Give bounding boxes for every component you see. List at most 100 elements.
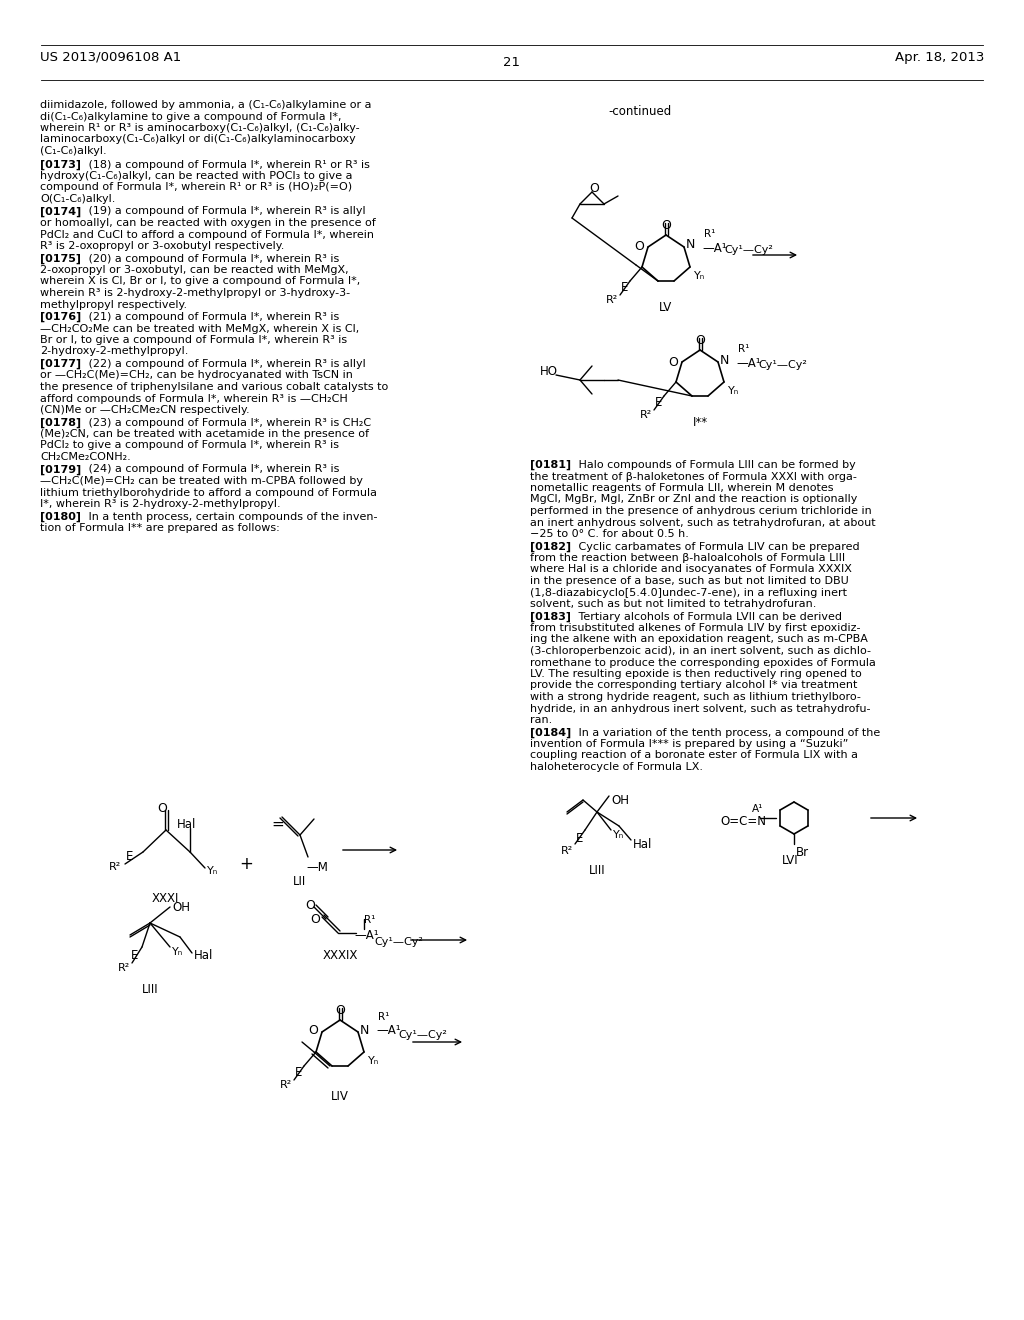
Text: HO: HO — [540, 366, 558, 378]
Text: —A¹: —A¹ — [702, 242, 727, 255]
Text: di(C₁-C₆)alkylamine to give a compound of Formula I*,: di(C₁-C₆)alkylamine to give a compound o… — [40, 111, 341, 121]
Text: where Hal is a chloride and isocyanates of Formula XXXIX: where Hal is a chloride and isocyanates … — [530, 565, 852, 574]
Text: Yₙ: Yₙ — [728, 385, 739, 396]
Text: (19) a compound of Formula I*, wherein R³ is allyl: (19) a compound of Formula I*, wherein R… — [78, 206, 366, 216]
Text: coupling reaction of a boronate ester of Formula LIX with a: coupling reaction of a boronate ester of… — [530, 751, 858, 760]
Text: solvent, such as but not limited to tetrahydrofuran.: solvent, such as but not limited to tetr… — [530, 599, 816, 609]
Text: LII: LII — [293, 875, 306, 888]
Text: diimidazole, followed by ammonia, a (C₁-C₆)alkylamine or a: diimidazole, followed by ammonia, a (C₁-… — [40, 100, 372, 110]
Text: 21: 21 — [504, 55, 520, 69]
Text: (Me)₂CN, can be treated with acetamide in the presence of: (Me)₂CN, can be treated with acetamide i… — [40, 429, 369, 440]
Text: afford compounds of Formula I*, wherein R³ is —CH₂CH: afford compounds of Formula I*, wherein … — [40, 393, 348, 404]
Text: XXXIX: XXXIX — [323, 949, 357, 962]
Text: Tertiary alcohols of Formula LVII can be derived: Tertiary alcohols of Formula LVII can be… — [568, 611, 842, 622]
Text: from the reaction between β-haloalcohols of Formula LIII: from the reaction between β-haloalcohols… — [530, 553, 845, 564]
Text: E: E — [621, 281, 628, 294]
Text: PdCl₂ to give a compound of Formula I*, wherein R³ is: PdCl₂ to give a compound of Formula I*, … — [40, 441, 339, 450]
Text: R²: R² — [109, 862, 121, 873]
Text: Cyclic carbamates of Formula LIV can be prepared: Cyclic carbamates of Formula LIV can be … — [568, 541, 859, 552]
Text: Hal: Hal — [194, 949, 213, 962]
Text: [0175]: [0175] — [40, 253, 81, 264]
Text: hydroxy(C₁-C₆)alkyl, can be reacted with POCl₃ to give a: hydroxy(C₁-C₆)alkyl, can be reacted with… — [40, 172, 352, 181]
Text: invention of Formula I*** is prepared by using a “Suzuki”: invention of Formula I*** is prepared by… — [530, 739, 848, 748]
Text: R²: R² — [118, 964, 130, 973]
Text: +: + — [239, 855, 253, 873]
Text: Hal: Hal — [633, 838, 652, 851]
Text: (CN)Me or —CH₂CMe₂CN respectively.: (CN)Me or —CH₂CMe₂CN respectively. — [40, 405, 250, 414]
Text: Yₙ: Yₙ — [613, 830, 625, 840]
Text: LVI: LVI — [781, 854, 799, 867]
Text: PdCl₂ and CuCl to afford a compound of Formula I*, wherein: PdCl₂ and CuCl to afford a compound of F… — [40, 230, 374, 239]
Text: I**: I** — [692, 416, 708, 429]
Text: lithium triethylborohydride to afford a compound of Formula: lithium triethylborohydride to afford a … — [40, 487, 377, 498]
Text: XXXI: XXXI — [152, 892, 178, 906]
Text: 2-oxopropyl or 3-oxobutyl, can be reacted with MeMgX,: 2-oxopropyl or 3-oxobutyl, can be reacte… — [40, 265, 348, 275]
Text: —A¹: —A¹ — [736, 356, 761, 370]
Text: [0178]: [0178] — [40, 417, 81, 428]
Text: R¹: R¹ — [378, 1012, 389, 1022]
Text: I*, wherein R³ is 2-hydroxy-2-methylpropyl.: I*, wherein R³ is 2-hydroxy-2-methylprop… — [40, 499, 281, 510]
Text: [0184]: [0184] — [530, 727, 571, 738]
Text: [0181]: [0181] — [530, 459, 571, 470]
Text: compound of Formula I*, wherein R¹ or R³ is (HO)₂P(=O): compound of Formula I*, wherein R¹ or R³… — [40, 182, 352, 193]
Text: [0182]: [0182] — [530, 541, 571, 552]
Text: R²: R² — [606, 294, 618, 305]
Text: Cy¹—Cy²: Cy¹—Cy² — [758, 360, 807, 370]
Text: [0183]: [0183] — [530, 611, 571, 622]
Text: (21) a compound of Formula I*, wherein R³ is: (21) a compound of Formula I*, wherein R… — [78, 312, 339, 322]
Text: [0173]: [0173] — [40, 160, 81, 170]
Text: wherein R¹ or R³ is aminocarboxy(C₁-C₆)alkyl, (C₁-C₆)alky-: wherein R¹ or R³ is aminocarboxy(C₁-C₆)a… — [40, 123, 359, 133]
Text: In a tenth process, certain compounds of the inven-: In a tenth process, certain compounds of… — [78, 511, 378, 521]
Text: wherein X is Cl, Br or I, to give a compound of Formula I*,: wherein X is Cl, Br or I, to give a comp… — [40, 276, 360, 286]
Text: —CH₂C(Me)=CH₂ can be treated with m-CPBA followed by: —CH₂C(Me)=CH₂ can be treated with m-CPBA… — [40, 477, 362, 486]
Text: (23) a compound of Formula I*, wherein R³ is CH₂C: (23) a compound of Formula I*, wherein R… — [78, 417, 371, 428]
Text: E: E — [654, 396, 662, 409]
Text: R²: R² — [561, 846, 573, 855]
Text: R²: R² — [280, 1080, 292, 1090]
Text: wherein R³ is 2-hydroxy-2-methylpropyl or 3-hydroxy-3-: wherein R³ is 2-hydroxy-2-methylpropyl o… — [40, 288, 350, 298]
Text: haloheterocycle of Formula LX.: haloheterocycle of Formula LX. — [530, 762, 703, 772]
Text: in the presence of a base, such as but not limited to DBU: in the presence of a base, such as but n… — [530, 576, 849, 586]
Text: [0176]: [0176] — [40, 312, 81, 322]
Text: LV: LV — [659, 301, 673, 314]
Text: US 2013/0096108 A1: US 2013/0096108 A1 — [40, 50, 181, 63]
Text: −25 to 0° C. for about 0.5 h.: −25 to 0° C. for about 0.5 h. — [530, 529, 689, 539]
Text: R²: R² — [640, 411, 652, 420]
Text: —CH₂CO₂Me can be treated with MeMgX, wherein X is Cl,: —CH₂CO₂Me can be treated with MeMgX, whe… — [40, 323, 359, 334]
Text: Yₙ: Yₙ — [172, 946, 183, 957]
Text: N: N — [720, 354, 729, 367]
Text: LIII: LIII — [589, 865, 605, 876]
Text: N: N — [360, 1023, 370, 1036]
Text: 2-hydroxy-2-methylpropyl.: 2-hydroxy-2-methylpropyl. — [40, 346, 188, 356]
Text: an inert anhydrous solvent, such as tetrahydrofuran, at about: an inert anhydrous solvent, such as tetr… — [530, 517, 876, 528]
Text: with a strong hydride reagent, such as lithium triethylboro-: with a strong hydride reagent, such as l… — [530, 692, 861, 702]
Text: Halo compounds of Formula LIII can be formed by: Halo compounds of Formula LIII can be fo… — [568, 459, 856, 470]
Text: N: N — [686, 239, 695, 252]
Text: A¹: A¹ — [753, 804, 764, 814]
Text: O: O — [662, 219, 671, 232]
Text: [0180]: [0180] — [40, 511, 81, 521]
Text: Hal: Hal — [177, 818, 197, 832]
Text: (20) a compound of Formula I*, wherein R³ is: (20) a compound of Formula I*, wherein R… — [78, 253, 339, 264]
Text: hydride, in an anhydrous inert solvent, such as tetrahydrofu-: hydride, in an anhydrous inert solvent, … — [530, 704, 870, 714]
Text: OH: OH — [611, 795, 629, 807]
Text: ran.: ran. — [530, 715, 552, 725]
Text: (1,8-diazabicyclo[5.4.0]undec-7-ene), in a refluxing inert: (1,8-diazabicyclo[5.4.0]undec-7-ene), in… — [530, 587, 847, 598]
Text: —M: —M — [306, 861, 328, 874]
Text: (22) a compound of Formula I*, wherein R³ is allyl: (22) a compound of Formula I*, wherein R… — [78, 359, 366, 370]
Text: E: E — [131, 949, 138, 962]
Text: Cy¹—Cy²: Cy¹—Cy² — [724, 246, 773, 255]
Text: —A¹: —A¹ — [376, 1024, 400, 1038]
Text: laminocarboxy(C₁-C₆)alkyl or di(C₁-C₆)alkylaminocarboxy: laminocarboxy(C₁-C₆)alkyl or di(C₁-C₆)al… — [40, 135, 355, 144]
Text: Cy¹—Cy²: Cy¹—Cy² — [398, 1030, 446, 1040]
Text: Yₙ: Yₙ — [368, 1056, 379, 1067]
Text: Apr. 18, 2013: Apr. 18, 2013 — [895, 50, 984, 63]
Text: OH: OH — [172, 902, 190, 913]
Text: R³ is 2-oxopropyl or 3-oxobutyl respectively.: R³ is 2-oxopropyl or 3-oxobutyl respecti… — [40, 242, 285, 251]
Text: O: O — [310, 913, 319, 927]
Text: [0174]: [0174] — [40, 206, 81, 216]
Text: CH₂CMe₂CONH₂.: CH₂CMe₂CONH₂. — [40, 451, 131, 462]
Text: LIII: LIII — [141, 983, 159, 997]
Text: Br: Br — [796, 846, 809, 859]
Text: [0177]: [0177] — [40, 359, 81, 370]
